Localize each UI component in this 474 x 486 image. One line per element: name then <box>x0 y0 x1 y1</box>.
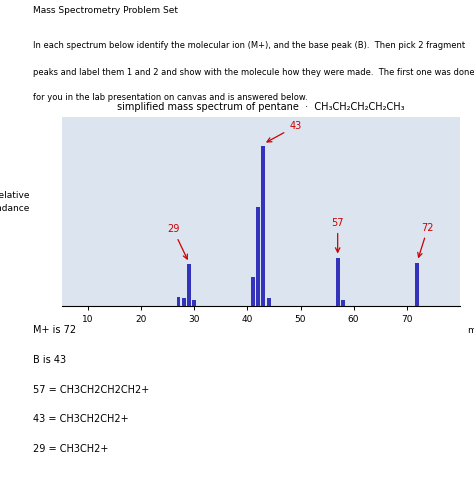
Text: 57: 57 <box>331 218 344 252</box>
Bar <box>415 263 419 306</box>
Text: 29 = CH3CH2+: 29 = CH3CH2+ <box>33 444 109 454</box>
Bar <box>187 264 191 306</box>
X-axis label: m/z: m/z <box>467 325 474 334</box>
Bar <box>341 300 345 306</box>
Bar <box>251 278 255 306</box>
Bar <box>192 300 196 306</box>
Bar <box>336 258 339 306</box>
Text: B is 43: B is 43 <box>33 355 66 365</box>
Y-axis label: relative
abundance: relative abundance <box>0 191 30 213</box>
Text: 72: 72 <box>418 223 434 257</box>
Text: 29: 29 <box>167 225 187 259</box>
Title: simplified mass spectrum of pentane  ·  CH₃CH₂CH₂CH₂CH₃: simplified mass spectrum of pentane · CH… <box>117 102 404 112</box>
Text: 43 = CH3CH2CH2+: 43 = CH3CH2CH2+ <box>33 414 129 424</box>
Bar <box>267 298 271 306</box>
Text: for you in the lab presentation on canvas and is answered below.: for you in the lab presentation on canva… <box>33 93 308 103</box>
Bar <box>182 298 186 306</box>
Text: Mass Spectrometry Problem Set: Mass Spectrometry Problem Set <box>33 6 178 15</box>
Text: 57 = CH3CH2CH2CH2+: 57 = CH3CH2CH2CH2+ <box>33 384 149 395</box>
Text: In each spectrum below identify the molecular ion (M+), and the base peak (B).  : In each spectrum below identify the mole… <box>33 41 465 50</box>
Bar <box>176 296 180 306</box>
Text: peaks and label them 1 and 2 and show with the molecule how they were made.  The: peaks and label them 1 and 2 and show wi… <box>33 68 474 77</box>
Bar <box>262 145 265 306</box>
Text: 43: 43 <box>267 122 301 142</box>
Text: M+ is 72: M+ is 72 <box>33 325 76 335</box>
Bar <box>256 207 260 306</box>
